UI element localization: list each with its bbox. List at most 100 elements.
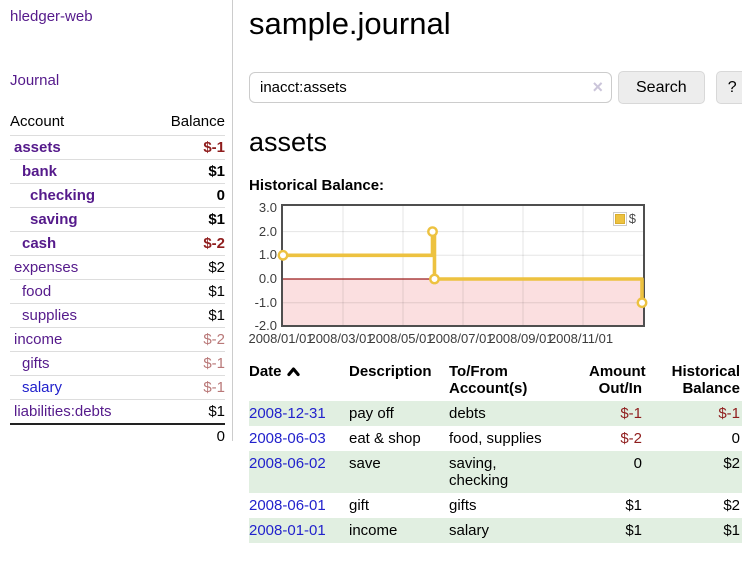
account-link-checking[interactable]: checking xyxy=(30,187,95,204)
account-balance: $-1 xyxy=(150,352,225,376)
page-title: sample.journal xyxy=(249,6,742,42)
brand-link[interactable]: hledger-web xyxy=(10,8,93,25)
accounts-header: To/From Account(s) xyxy=(449,361,589,401)
y-tick-label: 2.0 xyxy=(249,225,277,238)
page: hledger-web Journal Account Balance asse… xyxy=(0,0,742,543)
account-link-cash[interactable]: cash xyxy=(22,235,56,252)
account-link-salary[interactable]: salary xyxy=(22,379,62,396)
transaction-accounts: debts xyxy=(449,401,589,426)
accounts-total-balance: 0 xyxy=(150,424,225,448)
balance-header: Historical Balance xyxy=(654,361,742,401)
help-button[interactable]: ? xyxy=(716,71,742,104)
account-balance: $-2 xyxy=(150,232,225,256)
chart-legend: $ xyxy=(611,210,638,227)
account-row: checking 0 xyxy=(10,184,225,208)
register-table-body: 2008-12-31pay offdebts$-1$-12008-06-03ea… xyxy=(249,401,742,543)
transaction-description: income xyxy=(349,518,449,543)
account-link-supplies[interactable]: supplies xyxy=(22,307,77,324)
transaction-balance: 0 xyxy=(654,426,742,451)
amount-header: Amount Out/In xyxy=(589,361,654,401)
register-header-row: Date Description To/From Account(s) Amou… xyxy=(249,361,742,401)
accounts-table: Account Balance assets$-1bank$1checking0… xyxy=(10,110,225,448)
chart-title: Historical Balance: xyxy=(249,177,742,194)
register-table: Date Description To/From Account(s) Amou… xyxy=(249,361,742,543)
account-balance: $1 xyxy=(150,280,225,304)
account-link-assets[interactable]: assets xyxy=(14,139,61,156)
balance-column-header: Balance xyxy=(150,110,225,136)
account-link-expenses[interactable]: expenses xyxy=(14,259,78,276)
date-header-label: Date xyxy=(249,363,282,380)
account-column-header: Account xyxy=(10,110,150,136)
data-point xyxy=(428,227,436,235)
data-point xyxy=(638,299,646,307)
account-balance: $1 xyxy=(150,304,225,328)
transaction-description: save xyxy=(349,451,449,493)
register-row: 2008-12-31pay offdebts$-1$-1 xyxy=(249,401,742,426)
account-row: liabilities:debts $1 xyxy=(10,400,225,425)
register-row: 2008-01-01incomesalary$1$1 xyxy=(249,518,742,543)
account-balance: $-2 xyxy=(150,328,225,352)
data-point xyxy=(279,251,287,259)
transaction-amount: $-2 xyxy=(589,426,654,451)
account-balance: $2 xyxy=(150,256,225,280)
y-tick-label: 0.0 xyxy=(249,272,277,285)
chart-canvas xyxy=(283,206,643,325)
account-link-saving[interactable]: saving xyxy=(30,211,78,228)
balance-chart: 3.02.01.00.0-1.0-2.0 $ 2008/01/012008/03… xyxy=(249,203,729,344)
search-input[interactable] xyxy=(249,72,612,103)
account-balance: $1 xyxy=(150,400,225,425)
data-point xyxy=(430,275,438,283)
transaction-date-link[interactable]: 2008-06-01 xyxy=(249,497,326,514)
search-button[interactable]: Search xyxy=(618,71,705,104)
transaction-balance: $-1 xyxy=(654,401,742,426)
main-content: sample.journal × Search ? assets Histori… xyxy=(233,0,742,543)
transaction-accounts: saving, checking xyxy=(449,451,589,493)
transaction-amount: $1 xyxy=(589,518,654,543)
account-link-bank[interactable]: bank xyxy=(22,163,57,180)
transaction-date-link[interactable]: 2008-06-02 xyxy=(249,455,326,472)
description-header: Description xyxy=(349,361,449,401)
register-row: 2008-06-01giftgifts$1$2 xyxy=(249,493,742,518)
account-row: gifts $-1 xyxy=(10,352,225,376)
transaction-date-link[interactable]: 2008-01-01 xyxy=(249,522,326,539)
search-form: × Search ? xyxy=(249,71,742,104)
account-link-liabilities-debts[interactable]: liabilities:debts xyxy=(14,403,112,420)
accounts-table-header: Account Balance xyxy=(10,110,225,136)
transaction-amount: $1 xyxy=(589,493,654,518)
transaction-accounts: food, supplies xyxy=(449,426,589,451)
transaction-amount: $-1 xyxy=(589,401,654,426)
transaction-date-link[interactable]: 2008-12-31 xyxy=(249,405,326,422)
y-tick-label: 3.0 xyxy=(249,201,277,214)
account-row: saving$1 xyxy=(10,208,225,232)
sidebar-item-journal[interactable]: Journal xyxy=(10,72,59,89)
x-tick-label: 2008/01/01 xyxy=(248,331,313,346)
account-link-gifts[interactable]: gifts xyxy=(22,355,50,372)
x-tick-label: 2008/03/01 xyxy=(308,331,373,346)
transaction-accounts: salary xyxy=(449,518,589,543)
clear-search-icon[interactable]: × xyxy=(592,77,603,97)
account-row: salary $-1 xyxy=(10,376,225,400)
account-balance: 0 xyxy=(150,184,225,208)
account-link-food[interactable]: food xyxy=(22,283,51,300)
search-box: × xyxy=(249,72,612,103)
total-spacer xyxy=(10,424,150,448)
account-link-income[interactable]: income xyxy=(14,331,62,348)
account-row: cash $-2 xyxy=(10,232,225,256)
series-swatch-icon xyxy=(613,212,627,226)
account-row: income $-2 xyxy=(10,328,225,352)
sidebar: hledger-web Journal Account Balance asse… xyxy=(0,0,233,441)
x-tick-label: 2008/11/01 xyxy=(549,331,613,346)
account-row: supplies $1 xyxy=(10,304,225,328)
y-tick-label: -1.0 xyxy=(249,296,277,309)
account-balance: $-1 xyxy=(150,376,225,400)
date-sort-header[interactable]: Date xyxy=(249,361,349,401)
account-row: food $1 xyxy=(10,280,225,304)
plot-area: $ xyxy=(281,204,645,327)
transaction-date-link[interactable]: 2008-06-03 xyxy=(249,430,326,447)
account-balance: $1 xyxy=(150,160,225,184)
transaction-balance: $2 xyxy=(654,451,742,493)
x-tick-label: 2008/07/01 xyxy=(428,331,493,346)
accounts-table-body: assets$-1bank$1checking0saving$1cash$-2e… xyxy=(10,136,225,425)
account-row: assets$-1 xyxy=(10,136,225,160)
account-row: expenses $2 xyxy=(10,256,225,280)
